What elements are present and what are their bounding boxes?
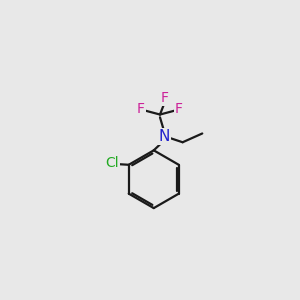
Text: F: F: [137, 103, 145, 116]
Text: F: F: [161, 91, 169, 105]
Text: N: N: [158, 129, 170, 144]
Text: F: F: [175, 103, 183, 116]
Text: Cl: Cl: [105, 156, 119, 170]
